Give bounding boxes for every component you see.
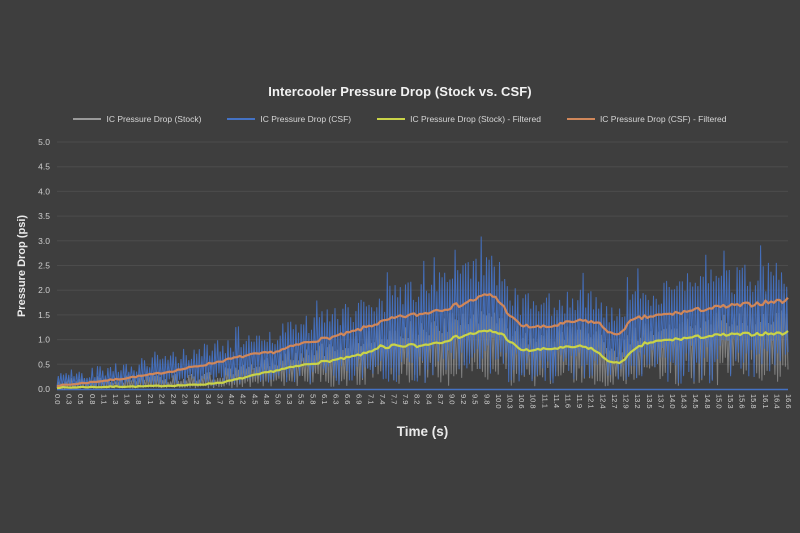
legend-swatch-stock_filtered xyxy=(377,118,406,120)
x-tick-label: 5.5 xyxy=(297,394,306,404)
x-tick-label: 0.0 xyxy=(53,394,62,404)
x-tick-label: 11.6 xyxy=(564,394,573,408)
x-tick-label: 6.1 xyxy=(320,394,329,404)
x-tick-label: 7.1 xyxy=(366,394,375,404)
x-tick-label: 9.8 xyxy=(482,394,491,404)
x-tick-label: 13.7 xyxy=(656,394,665,409)
x-tick-label: 1.1 xyxy=(99,394,108,404)
x-tick-label: 7.7 xyxy=(389,394,398,404)
x-tick-label: 10.0 xyxy=(494,394,503,409)
y-tick-label: 1.5 xyxy=(38,310,50,320)
x-tick-label: 14.8 xyxy=(703,394,712,409)
series-csf_filtered xyxy=(56,293,789,388)
x-tick-label: 3.7 xyxy=(215,394,224,404)
x-tick-label: 12.4 xyxy=(598,394,607,409)
legend-item-csf_raw: IC Pressure Drop (CSF) xyxy=(227,114,351,124)
x-tick-label: 7.9 xyxy=(401,394,410,404)
x-tick-label: 3.2 xyxy=(192,394,201,404)
x-tick-label: 14.3 xyxy=(680,394,689,409)
legend-swatch-csf_filtered xyxy=(566,118,595,120)
x-tick-label: 5.3 xyxy=(285,394,294,404)
x-tick-label: 2.9 xyxy=(181,394,190,404)
x-tick-label: 9.2 xyxy=(459,394,468,404)
x-tick-label: 13.5 xyxy=(645,394,654,409)
x-tick-label: 3.4 xyxy=(204,394,213,404)
y-tick-label: 4.5 xyxy=(38,162,50,172)
x-tick-label: 10.3 xyxy=(506,394,515,409)
x-tick-label: 1.3 xyxy=(111,394,120,404)
x-tick-label: 1.8 xyxy=(134,394,143,404)
x-tick-label: 6.6 xyxy=(343,394,352,404)
legend-label-csf_filtered: IC Pressure Drop (CSF) - Filtered xyxy=(599,114,727,124)
x-tick-label: 0.5 xyxy=(76,394,85,404)
legend-swatch-csf_raw xyxy=(227,118,256,120)
x-tick-label: 2.1 xyxy=(146,394,155,404)
x-tick-label: 4.8 xyxy=(262,394,271,404)
legend-item-stock_raw: IC Pressure Drop (Stock) xyxy=(73,114,201,124)
x-tick-label: 16.4 xyxy=(772,394,781,409)
y-axis-title: Pressure Drop (psi) xyxy=(12,142,32,389)
x-tick-label: 15.6 xyxy=(738,394,747,409)
x-tick-label: 10.6 xyxy=(517,394,526,409)
x-tick-label: 12.7 xyxy=(610,394,619,409)
x-tick-label: 5.0 xyxy=(273,394,282,404)
x-tick-label: 0.3 xyxy=(65,394,74,404)
legend-swatch-stock_raw xyxy=(73,118,102,120)
x-tick-label: 12.1 xyxy=(587,394,596,409)
x-tick-label: 10.8 xyxy=(529,394,538,409)
x-tick-label: 6.9 xyxy=(355,394,364,404)
x-tick-label: 13.2 xyxy=(633,394,642,409)
x-tick-label: 8.2 xyxy=(413,394,422,404)
x-tick-label: 4.2 xyxy=(239,394,248,404)
x-tick-label: 0.8 xyxy=(88,394,97,404)
x-tick-label: 8.4 xyxy=(424,394,433,404)
chart-legend: IC Pressure Drop (Stock) IC Pressure Drop… xyxy=(0,110,800,128)
legend-item-csf_filtered: IC Pressure Drop (CSF) - Filtered xyxy=(566,114,727,124)
y-tick-label: 4.0 xyxy=(38,186,50,196)
y-tick-label: 2.5 xyxy=(38,261,50,271)
x-tick-label: 4.5 xyxy=(250,394,259,404)
y-tick-label: 0.0 xyxy=(38,384,50,394)
x-tick-label: 9.5 xyxy=(471,394,480,404)
x-tick-label: 4.0 xyxy=(227,394,236,404)
y-tick-label: 3.5 xyxy=(38,211,50,221)
x-tick-label: 12.9 xyxy=(622,394,631,409)
x-tick-label: 14.0 xyxy=(668,394,677,409)
x-tick-label: 9.0 xyxy=(448,394,457,404)
x-tick-label: 15.8 xyxy=(749,394,758,409)
chart-title: Intercooler Pressure Drop (Stock vs. CSF… xyxy=(268,84,532,99)
legend-item-stock_filtered: IC Pressure Drop (Stock) - Filtered xyxy=(377,114,541,124)
x-tick-label: 2.6 xyxy=(169,394,178,404)
x-tick-label: 1.6 xyxy=(123,394,132,404)
y-axis-title-text: Pressure Drop (psi) xyxy=(16,214,28,317)
x-axis-title: Time (s) xyxy=(396,424,449,439)
x-tick-label: 14.5 xyxy=(691,394,700,409)
x-tick-label: 2.4 xyxy=(157,394,166,404)
x-tick-label: 6.3 xyxy=(331,394,340,404)
x-tick-label: 7.4 xyxy=(378,394,387,404)
x-tick-label: 16.6 xyxy=(784,394,793,409)
legend-label-stock_raw: IC Pressure Drop (Stock) xyxy=(106,114,202,124)
x-tick-label: 11.4 xyxy=(552,394,561,408)
x-tick-label: 15.0 xyxy=(714,394,723,409)
y-tick-label: 1.0 xyxy=(38,335,50,345)
legend-label-stock_filtered: IC Pressure Drop (Stock) - Filtered xyxy=(410,114,541,124)
y-tick-label: 3.0 xyxy=(38,236,50,246)
x-tick-label: 15.3 xyxy=(726,394,735,409)
x-tick-label: 8.7 xyxy=(436,394,445,404)
x-tick-label: 5.8 xyxy=(308,394,317,404)
y-tick-label: 0.5 xyxy=(38,359,50,369)
x-tick-label: 16.1 xyxy=(761,394,770,409)
series-stock_filtered xyxy=(56,329,789,390)
y-tick-label: 2.0 xyxy=(38,285,50,295)
legend-label-csf_raw: IC Pressure Drop (CSF) xyxy=(260,114,352,124)
x-tick-label: 11.9 xyxy=(575,394,584,408)
series-stock_raw xyxy=(56,292,789,391)
x-tick-label: 11.1 xyxy=(540,394,549,408)
y-tick-label: 5.0 xyxy=(38,137,50,147)
